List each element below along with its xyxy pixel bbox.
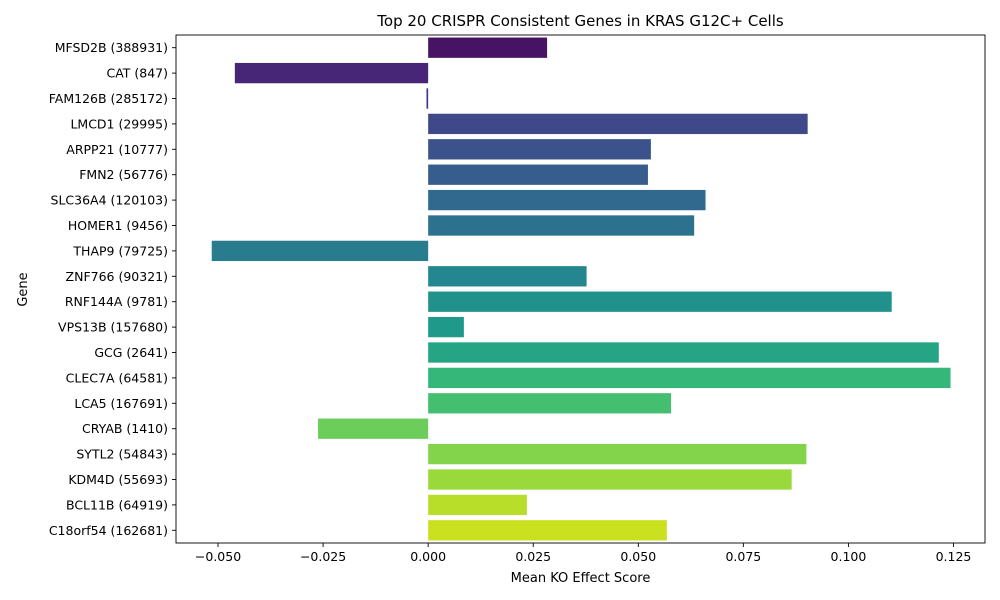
bar-18 xyxy=(428,494,527,516)
x-axis-ticks: −0.050 −0.025 0.000 0.025 0.050 0.075 0.100 0.1… xyxy=(195,543,971,564)
y-tick-label: HOMER1 (9456) xyxy=(68,218,168,233)
plot-frame xyxy=(175,34,986,544)
y-tick-label: CAT (847) xyxy=(106,66,168,81)
y-tick-label: KDM4D (55693) xyxy=(68,472,168,487)
y-tick-label: LMCD1 (29995) xyxy=(70,116,168,131)
y-tick-label: CRYAB (1410) xyxy=(82,421,168,436)
bar-16 xyxy=(428,443,807,465)
bar-7 xyxy=(428,215,695,236)
bar-2 xyxy=(426,88,429,109)
x-tick-label: 0.125 xyxy=(936,549,972,564)
bar-6 xyxy=(428,189,706,211)
y-tick-label: ARPP21 (10777) xyxy=(66,142,168,157)
y-tick-label: SLC36A4 (120103) xyxy=(51,193,168,208)
y-tick-label: BCL11B (64919) xyxy=(66,497,168,512)
bar-13 xyxy=(428,367,951,389)
bar-10 xyxy=(428,291,892,312)
y-axis-title: Gene xyxy=(16,272,31,306)
y-tick-label: FAM126B (285172) xyxy=(49,91,168,106)
bar-1 xyxy=(234,62,429,84)
x-tick-label: −0.025 xyxy=(300,549,346,564)
x-tick-label: 0.100 xyxy=(831,549,867,564)
bar-17 xyxy=(428,469,792,490)
bar-14 xyxy=(428,393,672,414)
y-tick-label: ZNF766 (90321) xyxy=(66,269,168,284)
bar-4 xyxy=(428,139,651,160)
chart-title: Top 20 CRISPR Consistent Genes in KRAS G… xyxy=(376,12,784,30)
y-tick-label: GCG (2641) xyxy=(94,345,168,360)
x-tick-label: −0.050 xyxy=(195,549,241,564)
bar-19 xyxy=(428,520,667,541)
y-tick-label: FMN2 (56776) xyxy=(79,167,168,182)
y-tick-label: SYTL2 (54843) xyxy=(76,447,168,462)
y-tick-label: VPS13B (157680) xyxy=(58,320,168,335)
y-tick-label: THAP9 (79725) xyxy=(72,243,168,258)
y-tick-label: RNF144A (9781) xyxy=(65,294,168,309)
y-axis-ticks: MFSD2B (388931) CAT (847) FAM126B (285172)… xyxy=(49,40,176,538)
x-axis-title: Mean KO Effect Score xyxy=(511,571,651,586)
bars-group xyxy=(211,37,951,541)
bar-5 xyxy=(428,164,648,185)
bar-15 xyxy=(318,418,429,439)
y-tick-label: CLEC7A (64581) xyxy=(66,370,168,385)
bar-3 xyxy=(428,113,808,135)
bar-12 xyxy=(428,342,939,363)
y-tick-label: LCA5 (167691) xyxy=(74,396,168,411)
x-tick-label: 0.050 xyxy=(620,549,656,564)
bar-9 xyxy=(428,266,587,287)
x-tick-label: 0.000 xyxy=(410,549,446,564)
x-tick-label: 0.025 xyxy=(515,549,551,564)
bar-8 xyxy=(211,240,429,262)
y-tick-label: MFSD2B (388931) xyxy=(55,40,168,55)
x-tick-label: 0.075 xyxy=(725,549,761,564)
y-tick-label: C18orf54 (162681) xyxy=(49,523,168,538)
bar-11 xyxy=(428,316,464,338)
bar-0 xyxy=(428,37,548,58)
